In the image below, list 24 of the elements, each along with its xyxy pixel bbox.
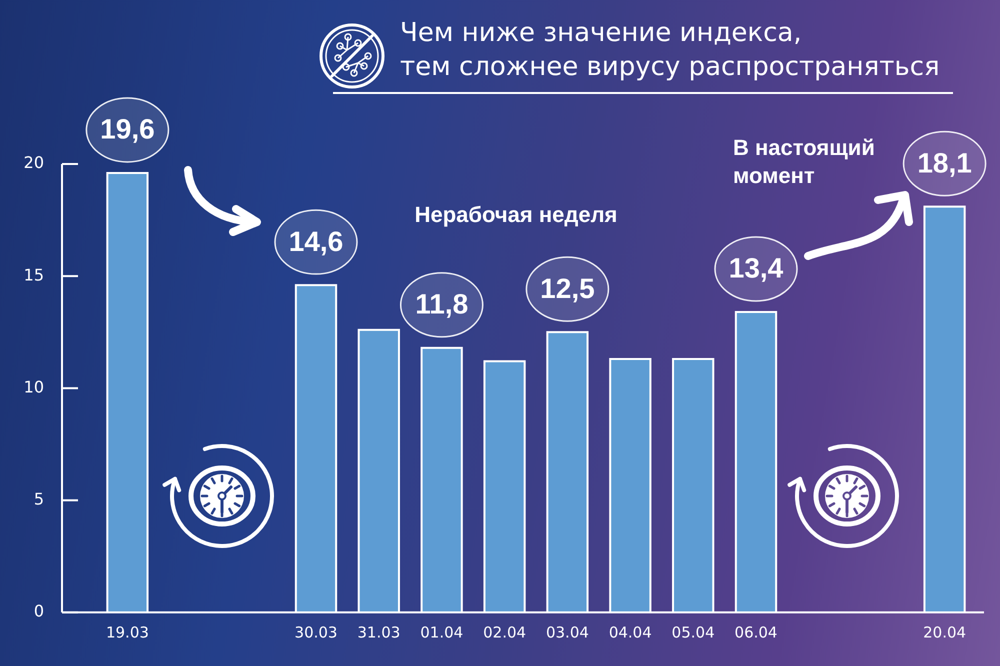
x-tick-label: 30.03	[294, 623, 338, 642]
x-tick-label: 01.04	[420, 623, 464, 642]
y-tick-label: 15	[24, 265, 44, 284]
data-label: 12,5	[540, 272, 595, 304]
y-tick-label: 0	[34, 602, 44, 621]
data-label: 13,4	[728, 252, 784, 284]
annotation: Нерабочая неделя	[414, 202, 618, 227]
chart-title: Чем ниже значение индекса, тем сложнее вирусу распространяться	[400, 17, 940, 84]
x-tick-label: 02.04	[483, 623, 526, 642]
x-tick-label: 19.03	[106, 623, 149, 642]
annotation: В настоящий момент	[733, 135, 875, 188]
y-tick-label: 20	[24, 153, 44, 172]
data-label: 14,6	[288, 226, 344, 257]
x-tick-label: 31.03	[357, 623, 400, 642]
x-tick-label: 06.04	[734, 623, 778, 642]
x-tick-label: 04.04	[608, 623, 652, 642]
data-label: 11,8	[415, 288, 468, 320]
data-label: 19,6	[100, 114, 155, 145]
data-label: 18,1	[917, 147, 972, 178]
y-tick-label: 5	[34, 489, 44, 508]
x-tick-label: 20.04	[923, 623, 966, 642]
x-tick-label: 03.04	[546, 623, 589, 642]
x-tick-label: 05.04	[672, 623, 715, 642]
y-tick-label: 10	[24, 377, 44, 396]
